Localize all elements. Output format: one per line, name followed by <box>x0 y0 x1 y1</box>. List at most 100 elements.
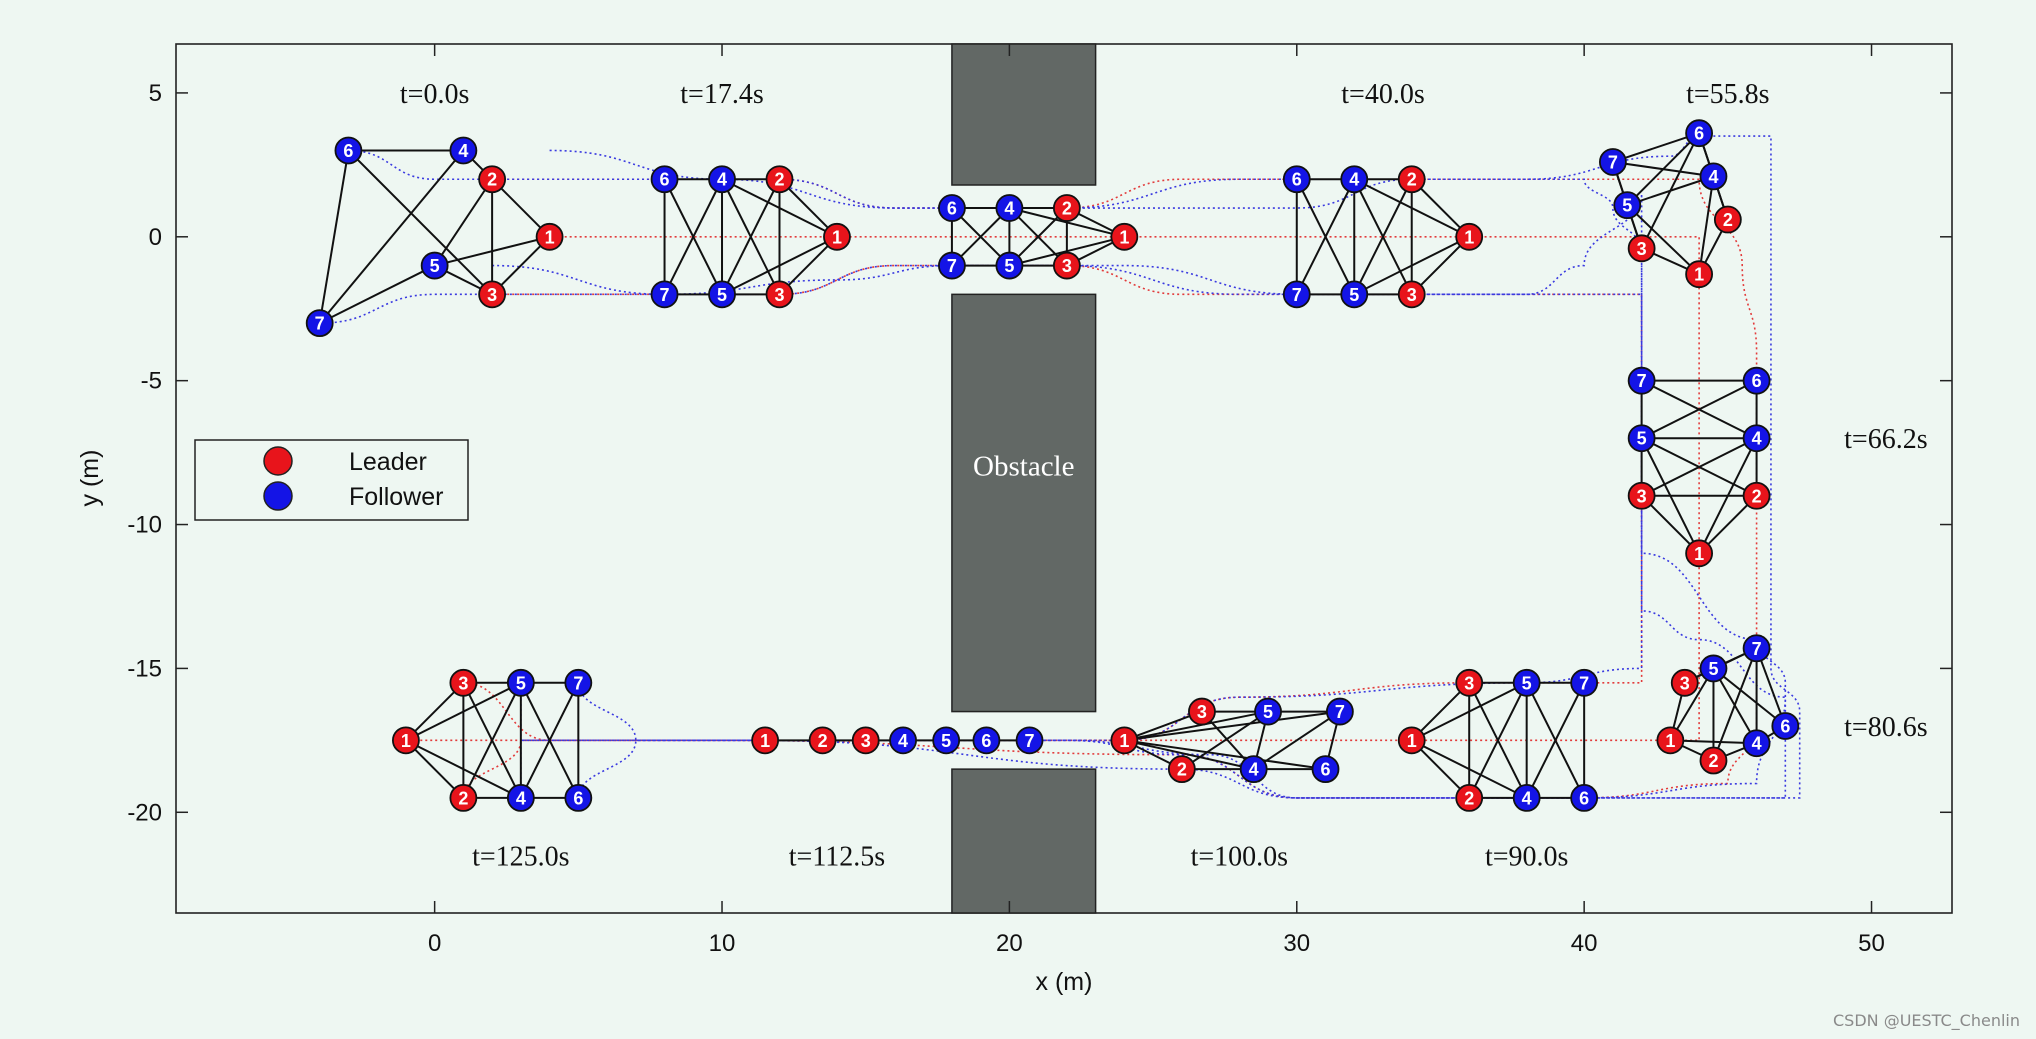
node-number: 7 <box>1752 639 1762 659</box>
follower-node <box>1771 712 1800 740</box>
node-number: 6 <box>1752 371 1762 391</box>
formation-edge <box>318 149 465 324</box>
formation-edge <box>318 150 350 324</box>
node-number: 3 <box>458 673 468 693</box>
follower-node <box>972 726 1001 755</box>
leader-node <box>765 280 794 309</box>
leader-node <box>1627 234 1656 263</box>
node-number: 2 <box>1723 210 1733 230</box>
leader-node <box>1685 539 1714 568</box>
legend: Leader Follower <box>194 439 469 521</box>
obstacle-block <box>951 768 1097 914</box>
formation-edge <box>1712 667 1786 727</box>
follower-node <box>334 136 363 165</box>
time-label: t=100.0s <box>1191 841 1288 872</box>
node-number: 2 <box>1464 788 1474 808</box>
time-label: t=40.0s <box>1341 79 1424 110</box>
formation-edge <box>1712 647 1758 761</box>
follower-node <box>932 726 961 755</box>
y-tick-label: -10 <box>127 512 162 539</box>
node-number: 3 <box>1637 486 1647 506</box>
formation-edge <box>663 178 723 295</box>
node-number: 6 <box>1321 760 1331 780</box>
node-number: 6 <box>573 788 583 808</box>
node-number: 3 <box>1407 285 1417 305</box>
leader-node <box>823 222 851 251</box>
follower-node <box>305 309 334 338</box>
node-number: 5 <box>1622 196 1632 216</box>
y-tick-label: -20 <box>127 799 162 826</box>
node-number: 3 <box>1197 702 1207 722</box>
follower-node <box>1570 784 1599 812</box>
node-number: 1 <box>760 731 770 751</box>
node-number: 1 <box>1119 227 1129 247</box>
node-number: 6 <box>1292 170 1302 190</box>
trajectory-line <box>520 149 1787 799</box>
formation-edge <box>1124 739 1326 771</box>
leader-node <box>535 222 564 251</box>
follower-node <box>1742 424 1771 453</box>
follower-node <box>449 136 478 165</box>
leader-node <box>1052 251 1081 280</box>
formation-edge <box>1698 176 1715 275</box>
leader-node <box>765 165 794 194</box>
formation-edge <box>1612 160 1714 178</box>
leader-node <box>1110 726 1139 755</box>
node-number: 2 <box>1407 170 1417 190</box>
formation-edge <box>1253 710 1341 770</box>
follower-node <box>1685 119 1714 148</box>
follower-node <box>650 280 679 309</box>
formation-edge <box>519 682 580 799</box>
node-number: 2 <box>1062 199 1072 219</box>
node-number: 3 <box>1637 239 1647 259</box>
legend-follower-label: Follower <box>349 483 443 511</box>
formation-edge <box>1641 379 1758 440</box>
node-number: 4 <box>516 788 526 808</box>
node-number: 4 <box>1349 170 1359 190</box>
follower-node <box>1340 165 1369 194</box>
watermark: CSDN @UESTC_Chenlin <box>1833 1011 2020 1031</box>
formation-edge <box>1669 667 1715 741</box>
obstacle-label: Obstacle <box>973 451 1074 483</box>
node-number: 5 <box>1708 659 1718 679</box>
follower-node <box>995 251 1024 280</box>
node-number: 3 <box>861 731 871 751</box>
time-label: t=17.4s <box>680 79 763 110</box>
node-number: 6 <box>343 141 353 161</box>
leader-node <box>478 165 507 194</box>
follower-node <box>1282 165 1311 194</box>
leader-node <box>449 784 478 812</box>
follower-node <box>1340 280 1369 309</box>
legend-leader-label: Leader <box>349 448 427 476</box>
leader-node <box>751 726 780 755</box>
node-number: 4 <box>1522 788 1532 808</box>
node-number: 2 <box>1752 486 1762 506</box>
time-label: t=55.8s <box>1686 79 1769 110</box>
formation-edge <box>433 178 493 267</box>
leader-node <box>1397 726 1426 755</box>
node-number: 4 <box>1708 167 1718 187</box>
follower-node <box>1282 280 1311 309</box>
follower-node <box>708 280 736 309</box>
formation-edge <box>1124 710 1341 742</box>
node-number: 7 <box>1608 152 1618 172</box>
legend-box <box>194 439 469 521</box>
node-number: 4 <box>1004 199 1014 219</box>
follower-node <box>564 784 593 812</box>
x-tick-label: 20 <box>996 930 1023 957</box>
formation-edge <box>1353 178 1413 295</box>
node-number: 3 <box>1062 256 1072 276</box>
node-number: 7 <box>1335 702 1345 722</box>
follower-node <box>650 165 679 194</box>
node-number: 2 <box>1708 751 1718 771</box>
y-axis-label: y (m) <box>76 450 104 507</box>
leader-node <box>1742 481 1771 510</box>
follower-node <box>1699 654 1728 683</box>
formation-edge <box>1641 437 1758 497</box>
node-number: 4 <box>1752 429 1762 449</box>
follower-node <box>1311 755 1340 784</box>
node-number: 7 <box>660 285 670 305</box>
leader-node <box>1670 668 1699 697</box>
node-number: 3 <box>487 285 497 305</box>
follower-node <box>1742 366 1771 395</box>
